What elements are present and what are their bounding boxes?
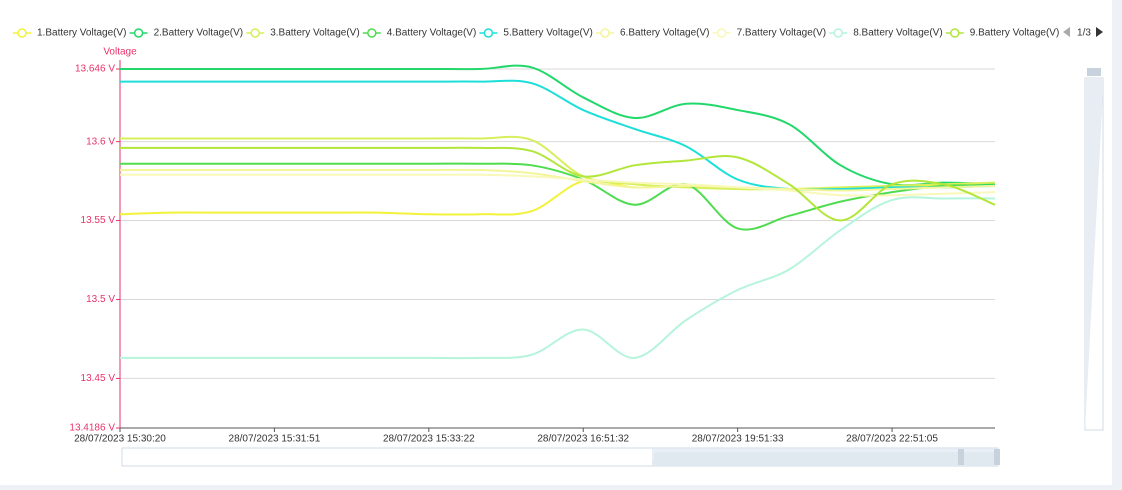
legend-label: 5.Battery Voltage(V) [503,28,593,39]
legend-marker [483,28,494,38]
legend-marker [833,28,843,38]
legend-marker [600,28,610,38]
legend-item[interactable]: 7.Battery Voltage(V) [712,28,827,39]
series-line [119,173,996,197]
y-tick-label: 13.646 V [75,64,115,75]
zoom-window[interactable] [652,448,998,466]
series-line [119,146,996,222]
v-zoom-handle[interactable] [1087,68,1101,76]
y-tick-label: 13.45 V [81,373,116,384]
legend-page: 1/3 [1077,28,1091,39]
x-tick-label: 28/07/2023 19:51:33 [692,434,784,445]
x-tick-label: 28/07/2023 15:31:51 [229,434,321,445]
v-zoom-preview [1085,78,1103,430]
legend-marker [133,28,144,38]
y-tick-label: 13.6 V [86,136,115,147]
legend-marker [367,28,377,38]
legend-item[interactable]: 4.Battery Voltage(V) [362,28,477,39]
series-line [120,135,996,191]
legend-item[interactable]: 6.Battery Voltage(V) [596,28,710,39]
legend-label: 1.Battery Voltage(V) [37,28,127,39]
series-line [120,64,996,187]
legend-marker [17,28,27,38]
legend-marker [950,28,960,38]
x-tick-label: 28/07/2023 15:30:20 [74,434,166,445]
legend-label: 8.Battery Voltage(V) [853,28,943,39]
legend-item[interactable]: 3.Battery Voltage(V) [246,28,360,39]
zoom-handle[interactable] [958,449,964,465]
zoom-handle[interactable] [994,449,1000,465]
x-tick-label: 28/07/2023 16:51:32 [537,434,629,445]
legend-label: 2.Battery Voltage(V) [154,28,244,39]
legend-prev[interactable] [1063,27,1070,37]
legend-next[interactable] [1096,27,1103,37]
series-line [119,79,996,191]
legend-marker [716,28,727,38]
legend-label: 4.Battery Voltage(V) [387,28,477,39]
legend-item[interactable]: 8.Battery Voltage(V) [829,28,943,39]
legend-label: 9.Battery Voltage(V) [970,28,1060,39]
legend-item[interactable]: 9.Battery Voltage(V) [945,28,1060,39]
legend-label: 7.Battery Voltage(V) [737,28,827,39]
x-tick-label: 28/07/2023 22:51:05 [846,434,938,445]
x-tick-label: 28/07/2023 15:33:22 [383,434,475,445]
y-tick-label: 13.5 V [86,294,115,305]
y-tick-label: 13.55 V [81,215,116,226]
legend-item[interactable]: 5.Battery Voltage(V) [479,28,593,39]
legend-label: 3.Battery Voltage(V) [270,28,360,39]
y-tick-label: 13.4186 V [69,423,115,434]
legend-item[interactable]: 2.Battery Voltage(V) [129,28,244,39]
legend-label: 6.Battery Voltage(V) [620,28,710,39]
legend-item[interactable]: 1.Battery Voltage(V) [13,28,127,39]
series-line [120,196,996,360]
y-axis-name: Voltage [103,47,137,58]
series-line [120,162,996,231]
legend-marker [250,28,260,38]
